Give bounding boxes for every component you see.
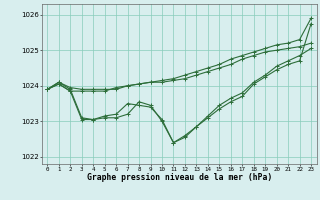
X-axis label: Graphe pression niveau de la mer (hPa): Graphe pression niveau de la mer (hPa)	[87, 173, 272, 182]
